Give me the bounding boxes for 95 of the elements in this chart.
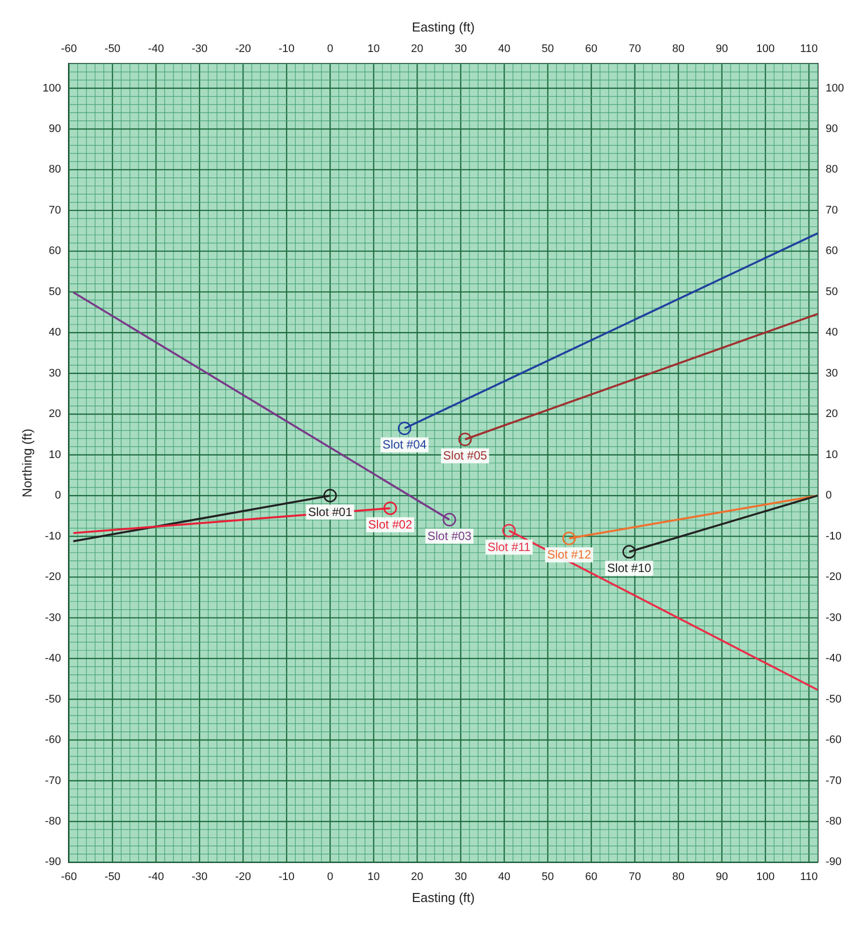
y2-tick-label: 100	[826, 82, 844, 94]
y2-tick-label: -60	[826, 734, 842, 746]
x-tick-label: 60	[585, 43, 598, 56]
x-tick-label: -60	[61, 43, 77, 56]
x2-tick-label: -30	[192, 870, 208, 883]
series-label: Slot #02	[368, 518, 413, 532]
y-tick-label: 40	[48, 326, 61, 339]
y-tick-label: -20	[45, 571, 61, 584]
y-tick-label: 20	[48, 408, 61, 420]
series-label: Slot #01	[308, 504, 352, 519]
x2-tick-label: 40	[498, 870, 510, 883]
point	[323, 488, 337, 502]
y2-tick-label: -30	[826, 612, 842, 624]
x2-tick-label: 110	[800, 870, 818, 883]
x-tick-label: 50	[542, 43, 554, 56]
x-tick-label: 90	[716, 43, 728, 56]
point	[383, 501, 397, 515]
y-tick-label: 70	[48, 204, 61, 216]
x2-tick-label: -60	[61, 870, 77, 883]
y2-tick-label: 50	[826, 286, 838, 298]
y2-tick-label: 60	[826, 245, 838, 258]
x-tick-label: -10	[278, 43, 295, 56]
y-tick-label: -70	[45, 774, 61, 787]
y2-tick-label: -70	[826, 774, 842, 787]
y2-tick-label: -10	[826, 530, 842, 542]
x2-tick-label: 30	[454, 870, 467, 883]
y-tick-label: -30	[45, 612, 61, 624]
x-tick-label: -30	[192, 43, 208, 56]
x2-tick-label: 80	[672, 870, 684, 883]
series-label: Slot #11	[487, 540, 531, 554]
x-tick-label: -20	[235, 43, 252, 56]
y-tick-label: 60	[48, 245, 61, 258]
x-tick-label: 100	[756, 43, 775, 56]
x2-tick-label: 20	[411, 870, 424, 883]
y-tick-label: 30	[48, 367, 61, 380]
x2-tick-label: 10	[368, 870, 380, 883]
x-tick-label: -50	[104, 43, 120, 56]
point	[622, 545, 636, 559]
y-tick-label: -10	[45, 530, 61, 542]
x-tick-label: 20	[411, 43, 424, 56]
y2-tick-label: -50	[826, 693, 842, 706]
x-tick-label: 30	[454, 43, 467, 56]
point	[562, 532, 576, 546]
x2-tick-label: 0	[327, 870, 334, 883]
x-tick-label: 0	[327, 43, 334, 56]
y-tick-label: -40	[45, 652, 61, 665]
y-tick-label: -60	[45, 734, 61, 746]
x2-tick-label: -50	[104, 870, 120, 883]
series-label: Slot #12	[547, 548, 592, 562]
x-tick-label: 80	[672, 43, 684, 56]
y-tick-label: 80	[48, 164, 61, 176]
x2-tick-label: 100	[756, 870, 775, 883]
y-tick-label: 50	[48, 286, 61, 298]
y2-tick-label: 0	[826, 490, 832, 502]
series-label: Slot #03	[427, 528, 472, 543]
y2-tick-label: -20	[826, 571, 842, 584]
x2-axis-title: Easting (ft)	[412, 19, 475, 34]
y-axis-title: Northing (ft)	[19, 428, 34, 498]
y-tick-label: -50	[45, 693, 61, 706]
y2-tick-label: -80	[826, 815, 842, 828]
x2-tick-label: 60	[585, 870, 598, 883]
x2-tick-label: 50	[542, 870, 554, 883]
y2-tick-label: 90	[826, 123, 838, 136]
y-tick-label: 100	[42, 82, 61, 94]
series-label: Slot #10	[607, 561, 652, 576]
y2-tick-label: -90	[826, 856, 842, 868]
y-tick-label: 0	[54, 490, 61, 502]
point	[442, 512, 456, 526]
y2-tick-label: 70	[826, 204, 838, 216]
y2-tick-label: 10	[826, 448, 838, 461]
y2-tick-label: 80	[826, 164, 838, 176]
x2-tick-label: -40	[148, 870, 164, 883]
x-tick-label: 40	[498, 43, 510, 56]
y-tick-label: -80	[45, 815, 61, 828]
point	[458, 432, 472, 446]
x2-tick-label: -10	[278, 870, 295, 883]
x-tick-label: 110	[800, 43, 818, 56]
x2-tick-label: 70	[628, 870, 641, 883]
y2-tick-label: 40	[826, 326, 838, 339]
x-tick-label: 70	[628, 43, 641, 56]
series-label: Slot #04	[382, 438, 427, 452]
x2-tick-label: -20	[235, 870, 252, 883]
y2-tick-label: 20	[826, 408, 838, 420]
y-tick-label: -90	[45, 856, 61, 868]
y2-tick-label: 30	[826, 367, 838, 380]
y2-tick-label: -40	[826, 652, 842, 665]
point	[398, 422, 412, 436]
point	[502, 524, 516, 538]
x-tick-label: 10	[368, 43, 380, 56]
y-tick-label: 10	[48, 448, 61, 461]
x2-tick-label: 90	[716, 870, 728, 883]
y-tick-label: 90	[48, 123, 61, 136]
x-axis-title: Easting (ft)	[412, 890, 475, 905]
x-tick-label: -40	[148, 43, 164, 56]
series-label: Slot #05	[443, 448, 488, 463]
